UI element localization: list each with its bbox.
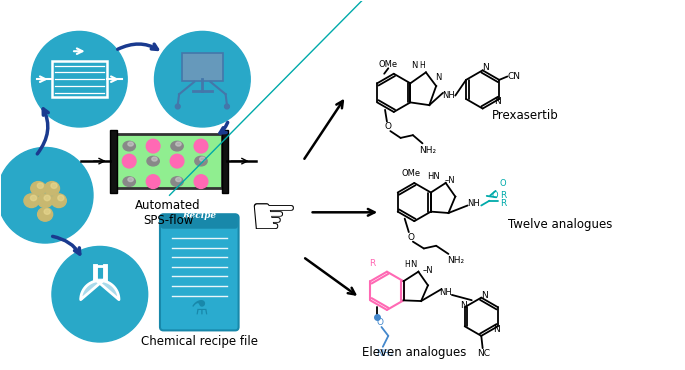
Circle shape <box>123 154 136 168</box>
Ellipse shape <box>45 182 60 195</box>
Text: N: N <box>495 97 501 106</box>
Text: O: O <box>408 233 414 242</box>
Ellipse shape <box>175 142 181 146</box>
Text: HN: HN <box>427 172 440 181</box>
FancyBboxPatch shape <box>160 214 238 330</box>
Circle shape <box>32 31 127 127</box>
Text: N: N <box>410 260 416 269</box>
Circle shape <box>225 104 229 109</box>
Polygon shape <box>81 279 119 300</box>
Text: N: N <box>493 324 500 333</box>
Text: O: O <box>377 318 384 327</box>
Circle shape <box>175 104 180 109</box>
FancyBboxPatch shape <box>110 130 117 192</box>
Ellipse shape <box>147 157 160 166</box>
Ellipse shape <box>123 177 136 186</box>
Ellipse shape <box>128 178 134 182</box>
Text: H: H <box>405 260 410 269</box>
FancyBboxPatch shape <box>182 53 223 81</box>
Ellipse shape <box>171 177 183 186</box>
Text: ⚗: ⚗ <box>190 298 208 317</box>
Text: –N: –N <box>445 176 455 185</box>
Ellipse shape <box>44 195 50 201</box>
Text: R: R <box>500 199 506 208</box>
Text: H: H <box>420 61 425 70</box>
Text: NC: NC <box>477 349 490 358</box>
Text: Chemical recipe file: Chemical recipe file <box>141 335 258 348</box>
FancyBboxPatch shape <box>116 134 221 188</box>
Text: –N: –N <box>423 266 434 275</box>
Ellipse shape <box>38 194 53 208</box>
FancyBboxPatch shape <box>162 214 237 228</box>
Circle shape <box>147 175 160 188</box>
Text: N: N <box>435 73 441 83</box>
FancyBboxPatch shape <box>221 130 228 192</box>
Ellipse shape <box>38 208 53 221</box>
Text: N: N <box>482 63 489 72</box>
Text: CN: CN <box>508 72 521 81</box>
Ellipse shape <box>128 142 134 146</box>
Ellipse shape <box>199 157 205 161</box>
Circle shape <box>0 148 93 243</box>
Text: Automated
SPS-flow: Automated SPS-flow <box>136 199 201 227</box>
Ellipse shape <box>58 195 64 201</box>
Text: NH: NH <box>466 199 479 208</box>
Circle shape <box>171 154 184 168</box>
Ellipse shape <box>123 141 136 151</box>
Text: OMe: OMe <box>401 169 421 178</box>
Text: O: O <box>492 191 498 200</box>
Text: NH₂: NH₂ <box>447 256 464 265</box>
Text: N: N <box>411 61 417 70</box>
Circle shape <box>194 139 208 153</box>
Ellipse shape <box>171 141 183 151</box>
Circle shape <box>155 31 250 127</box>
Ellipse shape <box>195 157 207 166</box>
Text: Recipe: Recipe <box>182 211 216 219</box>
Circle shape <box>194 175 208 188</box>
Text: NH: NH <box>442 91 455 100</box>
Ellipse shape <box>152 157 158 161</box>
Text: O: O <box>500 179 506 188</box>
Text: Prexasertib: Prexasertib <box>492 109 558 122</box>
Text: R: R <box>500 191 506 201</box>
Ellipse shape <box>37 183 43 188</box>
Text: Eleven analogues: Eleven analogues <box>362 346 466 359</box>
Text: OMe: OMe <box>379 60 398 69</box>
Text: ☞: ☞ <box>248 194 298 248</box>
Text: R: R <box>369 259 375 268</box>
Ellipse shape <box>175 178 181 182</box>
Ellipse shape <box>51 194 66 208</box>
Text: Twelve analogues: Twelve analogues <box>508 218 612 231</box>
Text: NH₂: NH₂ <box>419 146 436 155</box>
Text: N: N <box>460 301 466 310</box>
Ellipse shape <box>24 194 39 208</box>
Text: NH: NH <box>438 287 451 297</box>
Ellipse shape <box>44 209 50 214</box>
Ellipse shape <box>51 183 57 188</box>
Ellipse shape <box>30 195 36 201</box>
Text: NH₂: NH₂ <box>375 349 393 358</box>
Text: N: N <box>481 291 488 300</box>
Ellipse shape <box>31 182 46 195</box>
Text: O: O <box>385 122 392 131</box>
Circle shape <box>147 139 160 153</box>
Circle shape <box>52 246 148 342</box>
